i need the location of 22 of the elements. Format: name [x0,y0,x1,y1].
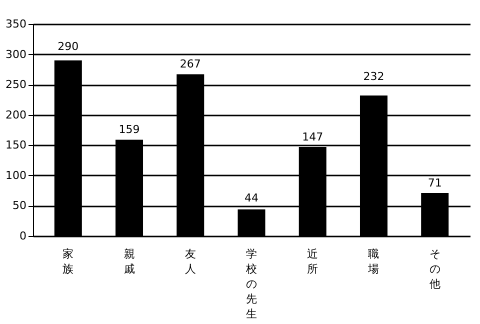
y-tick-label: 50 [12,199,26,212]
x-tick-label: 友人 [184,248,196,276]
y-tick-label: 0 [20,230,26,242]
y-tick-label: 350 [6,18,26,30]
data-label: 232 [363,70,384,84]
y-tick-label: 300 [6,48,26,61]
x-tick-label: 学校の先生 [245,248,257,320]
y-tick-label: 250 [6,78,26,92]
x-tick-label: 近所 [307,248,318,276]
data-label: 44 [244,191,258,204]
y-tick-label: 100 [6,168,26,182]
x-tick-label: 親戚 [124,248,135,276]
data-label: 159 [118,123,140,136]
x-tick-label: 職場 [367,248,380,276]
y-tick-label: 150 [6,138,26,152]
data-label: 147 [302,130,324,144]
x-tick-label: その他 [429,248,440,290]
x-tick-label: 家族 [62,248,74,276]
data-label: 267 [180,58,201,71]
data-label: 290 [58,40,79,53]
y-tick-label: 200 [6,108,26,122]
data-label: 71 [428,176,442,190]
